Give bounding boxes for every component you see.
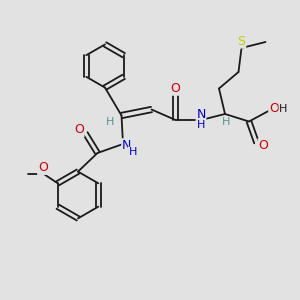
Text: H: H	[106, 117, 114, 127]
Text: O: O	[38, 161, 48, 174]
Text: N: N	[196, 108, 206, 121]
Text: H: H	[197, 120, 205, 130]
Text: O: O	[74, 123, 84, 136]
Text: O: O	[258, 139, 268, 152]
Text: H: H	[279, 104, 288, 115]
Text: N: N	[122, 139, 131, 152]
Text: H: H	[128, 147, 137, 158]
Text: S: S	[238, 35, 245, 48]
Text: H: H	[222, 117, 231, 128]
Text: O: O	[171, 82, 180, 95]
Text: O: O	[269, 101, 279, 115]
